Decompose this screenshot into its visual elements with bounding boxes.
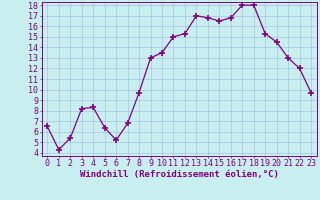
X-axis label: Windchill (Refroidissement éolien,°C): Windchill (Refroidissement éolien,°C) bbox=[80, 170, 279, 179]
